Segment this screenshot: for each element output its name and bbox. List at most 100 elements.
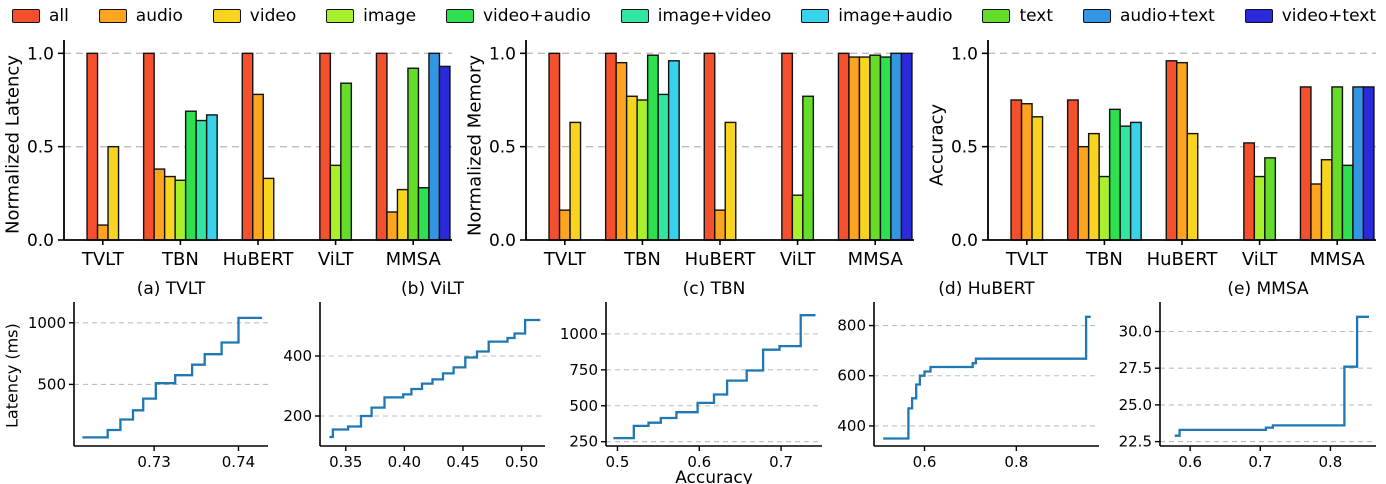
subplot-title: (a) TVLT — [137, 279, 206, 299]
x-tick-label: 0.50 — [505, 453, 538, 471]
bar-MMSA-text — [407, 67, 420, 241]
bar-MMSA-video — [396, 188, 409, 241]
y-tick-label: 25.0 — [1119, 396, 1152, 414]
bar-MMSA-video+audio — [879, 56, 892, 241]
y-tick-label: 1000 — [560, 325, 598, 343]
bar-TBN-image+video — [1119, 125, 1132, 241]
legend-item-image: image — [326, 5, 417, 26]
legend-label: image — [363, 5, 417, 26]
x-tick-label: HuBERT — [685, 249, 757, 270]
y-tick-label: 750 — [569, 361, 598, 379]
legend-label: image+video — [657, 5, 772, 26]
y-tick-label: 500 — [37, 375, 66, 393]
bar-TVLT-all — [1010, 99, 1023, 241]
x-tick-label: 0.74 — [222, 453, 255, 471]
step-chart-vilt-svg: (b) ViLT 200 400 0.35 0.40 0.45 0.50 — [283, 279, 545, 471]
bar-ViLT-text — [802, 95, 815, 241]
y-tick-label: 200 — [283, 407, 312, 425]
x-tick-label: 0.6 — [687, 453, 711, 471]
step-charts-row: Latency (ms) (a) TVLT 500 1000 0.73 0.74 (b)… — [0, 278, 1385, 484]
y-tick-label: 400 — [837, 417, 866, 435]
bar-MMSA-video — [858, 56, 871, 241]
bar-MMSA-all — [1299, 86, 1312, 241]
x-tick-label: 0.6 — [1178, 453, 1202, 471]
bar-chart-accuracy-svg: 0.0 0.5 1.0 TVLT TBN HuBERT ViLT MMSA — [951, 40, 1376, 270]
bar-TVLT-video — [107, 145, 120, 241]
y-tick-label: 22.5 — [1119, 433, 1152, 451]
y-tick-label: 0.0 — [27, 231, 54, 251]
y-tick-label: 0.0 — [489, 231, 516, 251]
y-tick-label: 1.0 — [951, 44, 978, 64]
bar-TBN-image+audio — [667, 60, 680, 241]
bar-chart-accuracy: Accuracy 0.0 0.5 1.0 TVLT TBN HuBERT ViLT MMSA — [924, 30, 1386, 272]
x-tick-label: 0.35 — [329, 453, 362, 471]
bar-HuBERT-audio — [1176, 61, 1188, 241]
legend-swatch — [12, 9, 40, 23]
step-chart-vilt: (b) ViLT 200 400 0.35 0.40 0.45 0.50 — [277, 278, 554, 484]
bar-TBN-image — [636, 99, 649, 241]
bar-ViLT-image — [329, 164, 342, 241]
subplot-title: (e) MMSA — [1227, 279, 1309, 299]
y-tick-label: 600 — [837, 367, 866, 385]
step-chart-tbn: (c) TBN 250 500 750 1000 0.5 0.6 0.7 Accuracy — [554, 278, 831, 484]
x-tick-label: ViLT — [780, 249, 816, 270]
bar-MMSA-audio+text — [890, 52, 903, 241]
bar-MMSA-video+text — [438, 65, 451, 241]
y-tick-label: 1000 — [28, 314, 66, 332]
bar-TVLT-all — [548, 52, 561, 241]
bar-ViLT-text — [340, 82, 353, 241]
bar-TVLT-audio — [558, 209, 571, 241]
bar-TBN-video+audio — [1108, 108, 1121, 241]
x-tick-label: MMSA — [848, 249, 904, 270]
bar-TBN-image — [1098, 175, 1111, 241]
bar-TBN-audio — [1077, 145, 1090, 241]
bar-ViLT-all — [1243, 142, 1256, 241]
x-tick-label: 0.45 — [446, 453, 479, 471]
bar-TBN-audio — [615, 61, 628, 241]
step-line — [1174, 315, 1369, 437]
step-chart-mmsa-svg: (e) MMSA 22.5 25.0 27.5 30.0 0.6 0.7 0.8 — [1119, 279, 1376, 471]
bar-TBN-image+audio — [1129, 121, 1142, 241]
bar-ViLT-image — [791, 194, 804, 241]
step-chart-tbn-svg: (c) TBN 250 500 750 1000 0.5 0.6 0.7 Accuracy — [560, 279, 822, 484]
legend-label: video+text — [1281, 5, 1376, 26]
legend-label: all — [49, 5, 69, 26]
bar-MMSA-all — [375, 52, 388, 241]
legend-swatch — [212, 9, 241, 23]
legend-item-text: text — [982, 7, 1053, 25]
legend-swatch — [982, 9, 1011, 23]
legend-item-all: all — [12, 5, 69, 26]
step-chart-hubert-svg: (d) HuBERT 400 600 800 0.6 0.8 — [837, 279, 1099, 471]
x-tick-label: 0.7 — [1248, 453, 1272, 471]
x-tick-label: 0.5 — [606, 453, 630, 471]
bar-HuBERT-video — [724, 121, 737, 241]
x-tick-label: ViLT — [318, 249, 354, 270]
bar-MMSA-text — [1331, 86, 1344, 241]
x-tick-label: HuBERT — [223, 249, 295, 270]
bar-MMSA-video+audio — [417, 187, 430, 241]
bar-chart-latency-svg: 0.0 0.5 1.0 TVLT TBN HuBERT ViLT MMSA — [27, 40, 452, 270]
legend-swatch — [1082, 9, 1111, 23]
bar-HuBERT-all — [241, 52, 254, 241]
bar-TBN-video — [625, 95, 638, 241]
legend-label: video+audio — [483, 5, 591, 26]
x-tick-label: TVLT — [543, 249, 587, 270]
bar-TBN-image+audio — [205, 114, 218, 241]
bar-TBN-video — [163, 175, 176, 241]
legend-label: image+audio — [838, 5, 953, 26]
bar-TBN-image — [174, 179, 187, 241]
legend-item-audio-text: audio+text — [1082, 5, 1215, 26]
bar-chart-normalized-latency: Normalized Latency 0.0 0.5 1.0 TVLT TBN HuBER… — [0, 30, 462, 272]
y-axis-label-latency-ms: Latency (ms) — [2, 323, 22, 429]
legend-swatch — [1244, 9, 1273, 23]
bar-TVLT-video — [569, 121, 582, 241]
legend-label: audio+text — [1119, 5, 1215, 26]
legend-item-image-audio: image+audio — [801, 5, 953, 26]
bar-ViLT-all — [319, 52, 332, 241]
y-tick-label: 400 — [283, 347, 312, 365]
bar-MMSA-audio+text — [1352, 86, 1365, 241]
legend-swatch — [446, 9, 474, 23]
legend-swatch — [620, 9, 649, 23]
bar-HuBERT-all — [1165, 60, 1178, 241]
y-tick-label: 27.5 — [1119, 359, 1152, 377]
